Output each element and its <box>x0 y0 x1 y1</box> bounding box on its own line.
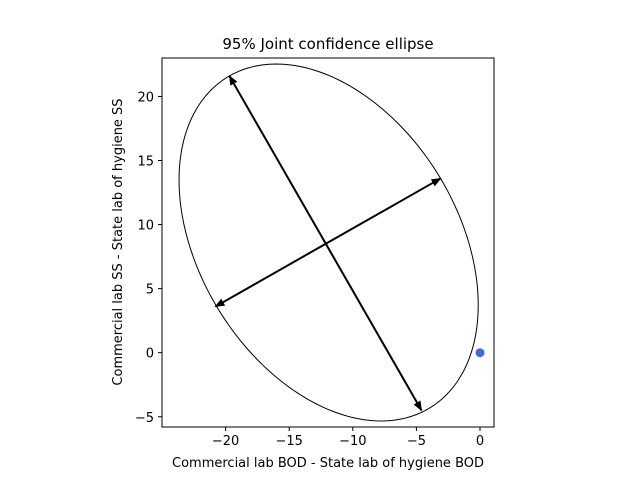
x-tick-label: −20 <box>212 434 239 449</box>
axis-ticks: −20 −15 −10 −5 0 −5 0 5 10 15 20 <box>135 90 484 449</box>
y-tick-label: −5 <box>135 411 154 426</box>
plot-area <box>178 63 485 422</box>
plot-frame <box>161 57 495 428</box>
data-point-0 <box>475 348 485 358</box>
x-tick-label: 0 <box>476 434 484 449</box>
major-axis-arrow-b <box>324 242 423 412</box>
x-tick-label: −15 <box>275 434 302 449</box>
y-tick-label: 5 <box>146 283 154 298</box>
major-axis-arrow-a <box>228 75 327 244</box>
y-tick-label: 10 <box>137 219 154 234</box>
x-tick-label: −10 <box>339 434 366 449</box>
x-tick-label: −5 <box>407 434 426 449</box>
y-tick-label: 0 <box>146 347 154 362</box>
minor-axis-arrow-b <box>327 177 442 244</box>
y-tick-label: 15 <box>137 155 154 170</box>
confidence-ellipse <box>178 63 479 422</box>
minor-axis-arrow-a <box>214 241 329 308</box>
x-axis-label: Commercial lab BOD - State lab of hygien… <box>172 456 484 471</box>
y-axis-label: Commercial lab SS - State lab of hygiene… <box>111 98 126 385</box>
chart-title: 95% Joint confidence ellipse <box>222 35 433 53</box>
y-tick-label: 20 <box>137 90 154 105</box>
